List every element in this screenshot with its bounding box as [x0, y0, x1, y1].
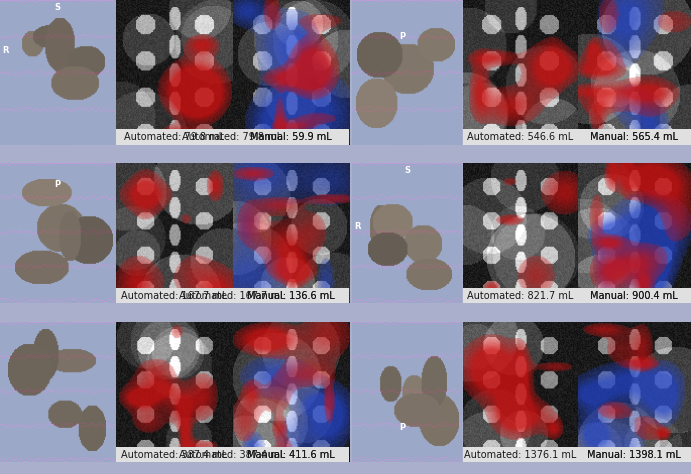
Bar — [116, 447, 349, 462]
Text: Manual: 59.9 mL: Manual: 59.9 mL — [250, 132, 332, 142]
Text: Automated: 546.6 mL: Automated: 546.6 mL — [467, 132, 573, 142]
Text: Manual: 565.4 mL: Manual: 565.4 mL — [590, 132, 678, 142]
Bar — [463, 129, 691, 145]
Text: Manual: 411.6 mL: Manual: 411.6 mL — [247, 449, 334, 460]
Text: Manual: 59.9 mL: Manual: 59.9 mL — [250, 132, 332, 142]
Text: S: S — [404, 166, 410, 175]
Text: Automated: 167.7 mL: Automated: 167.7 mL — [121, 291, 227, 301]
Text: Manual: 900.4 mL: Manual: 900.4 mL — [590, 291, 678, 301]
Text: R: R — [3, 46, 9, 55]
Text: Automated: 79.8 mL: Automated: 79.8 mL — [124, 132, 225, 142]
Text: Automated: 387.4 mL: Automated: 387.4 mL — [121, 449, 227, 460]
Text: Automated: 387.4 mL: Automated: 387.4 mL — [179, 449, 285, 460]
Text: Manual: 136.6 mL: Manual: 136.6 mL — [247, 291, 334, 301]
Text: Manual: 900.4 mL: Manual: 900.4 mL — [590, 291, 678, 301]
Text: Manual: 565.4 mL: Manual: 565.4 mL — [590, 132, 678, 142]
Text: Automated: 167.7 mL: Automated: 167.7 mL — [179, 291, 285, 301]
Text: P: P — [399, 32, 405, 41]
Text: R: R — [354, 222, 361, 231]
Text: P: P — [55, 180, 61, 189]
Bar — [463, 288, 691, 303]
Text: S: S — [55, 3, 61, 12]
Text: P: P — [399, 423, 405, 432]
Text: Manual: 136.6 mL: Manual: 136.6 mL — [247, 291, 334, 301]
Text: Automated: 79.8 mL: Automated: 79.8 mL — [182, 132, 283, 142]
Bar — [116, 129, 349, 145]
Text: Automated: 821.7 mL: Automated: 821.7 mL — [467, 291, 573, 301]
Bar — [463, 447, 691, 462]
Bar — [116, 288, 349, 303]
Text: Manual: 1398.1 mL: Manual: 1398.1 mL — [587, 449, 681, 460]
Text: Manual: 411.6 mL: Manual: 411.6 mL — [247, 449, 334, 460]
Text: Manual: 1398.1 mL: Manual: 1398.1 mL — [587, 449, 681, 460]
Text: Automated: 1376.1 mL: Automated: 1376.1 mL — [464, 449, 576, 460]
